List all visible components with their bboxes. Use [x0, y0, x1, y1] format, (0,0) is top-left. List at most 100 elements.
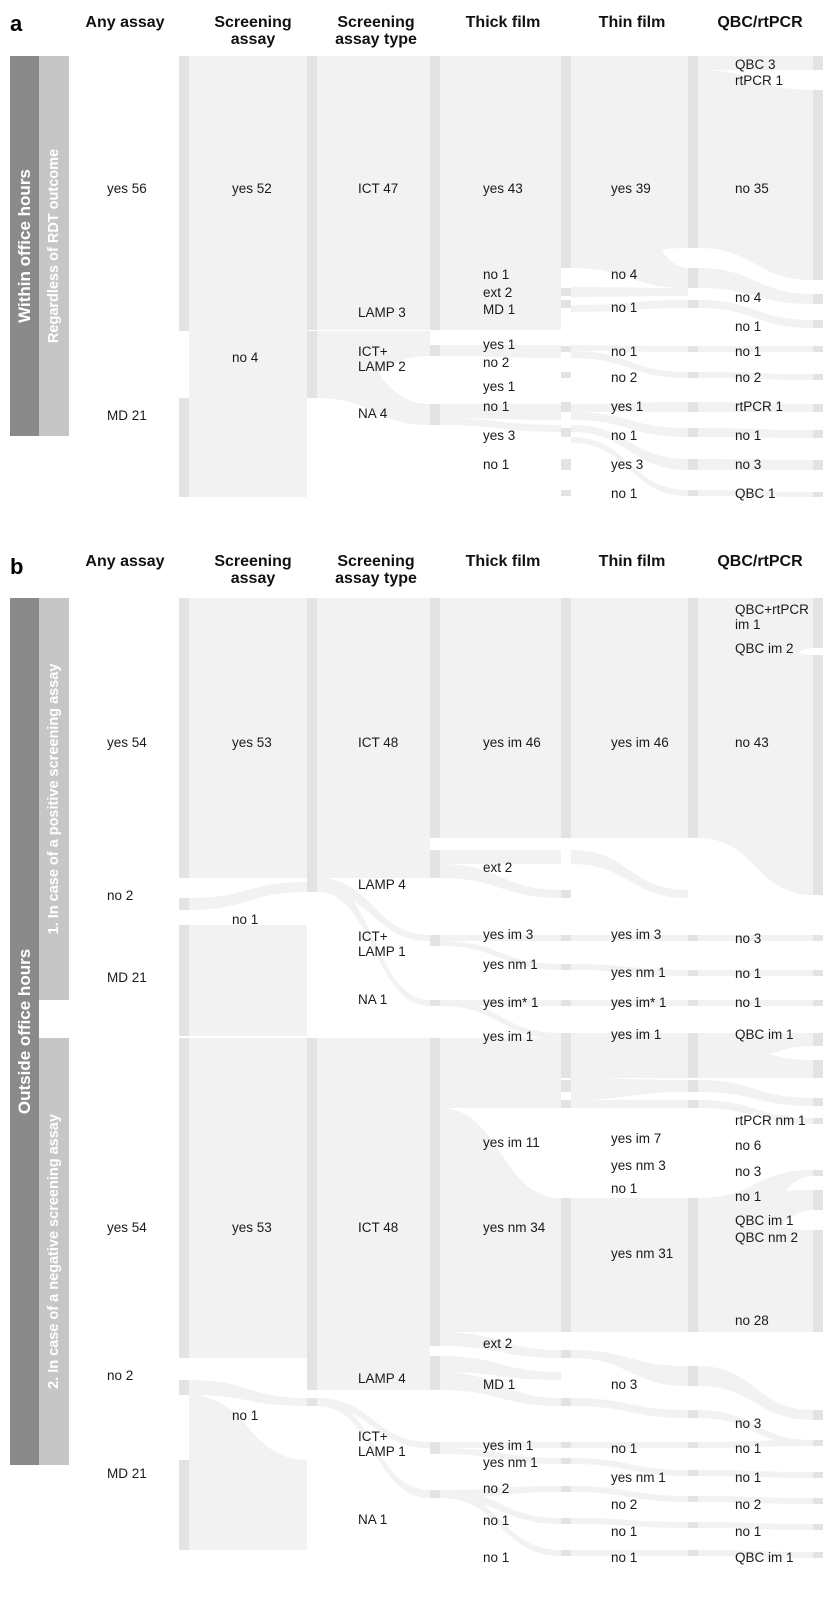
- node-label-col3: no 2: [483, 355, 509, 370]
- flow-band: [189, 331, 307, 398]
- node-bar: [561, 300, 571, 308]
- flow-band: [189, 882, 307, 910]
- node-bar: [813, 628, 823, 648]
- column-header-screening-assay-type: Screening assay type: [335, 553, 417, 587]
- flow-band: [571, 1033, 688, 1039]
- flow-band: [698, 1496, 813, 1504]
- node-bar: [307, 312, 317, 330]
- node-label-col3: no 1: [483, 267, 509, 282]
- node-label-col5: QBC im 1: [735, 1213, 794, 1228]
- node-bar: [561, 372, 571, 378]
- node-bar: [430, 320, 440, 330]
- flow-band: [571, 402, 688, 412]
- node-bar: [561, 1033, 571, 1039]
- flow-band: [571, 1000, 688, 1006]
- flow-band: [571, 345, 688, 352]
- node-bar: [561, 1038, 571, 1078]
- node-label-col2: ICT+ LAMP 2: [358, 344, 406, 374]
- node-bar: [813, 1440, 823, 1446]
- node-label-col2: NA 1: [358, 1512, 387, 1527]
- flow-band: [440, 345, 561, 351]
- node-label-col5: no 1: [735, 428, 761, 443]
- node-label-col4: no 1: [611, 300, 637, 315]
- flow-band: [317, 312, 430, 330]
- node-bar: [813, 1410, 823, 1420]
- node-bar: [179, 1038, 189, 1358]
- node-bar: [688, 1038, 698, 1078]
- node-label-col2: LAMP 3: [358, 305, 406, 320]
- node-label-col4: yes nm 1: [611, 965, 666, 980]
- node-label-col1: yes 52: [232, 181, 272, 196]
- node-bar: [813, 492, 823, 497]
- flow-band: [440, 1332, 561, 1358]
- node-bar: [561, 1198, 571, 1332]
- node-bar: [430, 598, 440, 838]
- flow-band: [440, 1442, 561, 1448]
- node-bar: [561, 402, 571, 412]
- node-bar: [813, 294, 823, 304]
- flow-band: [189, 56, 307, 331]
- node-label-col5: QBC im 2: [735, 641, 794, 656]
- node-bar: [813, 430, 823, 438]
- node-label-col2: ICT 48: [358, 1220, 398, 1235]
- node-bar: [813, 935, 823, 941]
- node-bar: [430, 1332, 440, 1346]
- flow-band: [571, 300, 688, 312]
- flow-band: [698, 70, 813, 280]
- flow-band: [440, 350, 561, 358]
- side-label-negative-assay-bar: [39, 1038, 69, 1465]
- flow-band: [698, 935, 813, 941]
- node-bar: [688, 428, 698, 437]
- flow-band: [571, 1398, 688, 1418]
- node-label-col3: no 1: [483, 457, 509, 472]
- node-bar: [688, 346, 698, 352]
- node-label-col0: yes 54: [107, 1220, 147, 1235]
- column-header-screening-assay: Screening assay: [214, 553, 291, 587]
- node-label-col5: no 1: [735, 995, 761, 1010]
- node-label-col2: ICT+ LAMP 1: [358, 1429, 406, 1459]
- node-bar: [179, 898, 189, 910]
- node-bar: [688, 1000, 698, 1006]
- node-label-col0: MD 21: [107, 408, 147, 423]
- node-label-col4: no 1: [611, 1181, 637, 1196]
- flow-band: [698, 402, 813, 412]
- flow-band: [440, 1490, 561, 1556]
- node-label-col3: no 1: [483, 399, 509, 414]
- flow-band: [698, 1080, 813, 1106]
- node-label-col5: no 43: [735, 735, 769, 750]
- node-label-col4: no 1: [611, 486, 637, 501]
- node-bar: [561, 890, 571, 898]
- node-bar: [813, 1552, 823, 1558]
- side-label-outside-hours: Outside office hours: [15, 949, 34, 1114]
- node-bar: [688, 1198, 698, 1332]
- node-label-col4: yes im 46: [611, 735, 669, 750]
- node-bar: [688, 402, 698, 412]
- node-bars: [179, 56, 823, 1558]
- node-bar: [561, 56, 571, 268]
- node-label-col3: yes 3: [483, 428, 515, 443]
- flow-band: [571, 964, 688, 976]
- flow-band: [698, 428, 813, 438]
- node-bar: [179, 925, 189, 1036]
- flow-band: [571, 287, 688, 297]
- node-label-col5: no 3: [735, 457, 761, 472]
- flow-band: [189, 1395, 307, 1550]
- node-bar: [430, 1000, 440, 1006]
- node-bar: [307, 1038, 317, 1356]
- node-bar: [813, 1472, 823, 1478]
- flow-band: [571, 1038, 688, 1078]
- node-label-col5: no 1: [735, 344, 761, 359]
- side-label-positive-assay: 1. In case of a positive screening assay: [46, 664, 62, 935]
- node-bar: [688, 56, 698, 248]
- node-label-col3: ext 2: [483, 285, 512, 300]
- flow-band: [698, 490, 813, 497]
- node-label-col4: yes 1: [611, 399, 643, 414]
- node-label-col5: rtPCR 1: [735, 399, 783, 414]
- node-bar: [688, 1033, 698, 1039]
- flow-band: [317, 1398, 430, 1498]
- node-bar: [561, 1100, 571, 1108]
- node-label-col5: rtPCR nm 1: [735, 1113, 806, 1128]
- node-label-col5: no 1: [735, 319, 761, 334]
- node-label-col4: yes nm 3: [611, 1158, 666, 1173]
- node-bar: [561, 346, 571, 352]
